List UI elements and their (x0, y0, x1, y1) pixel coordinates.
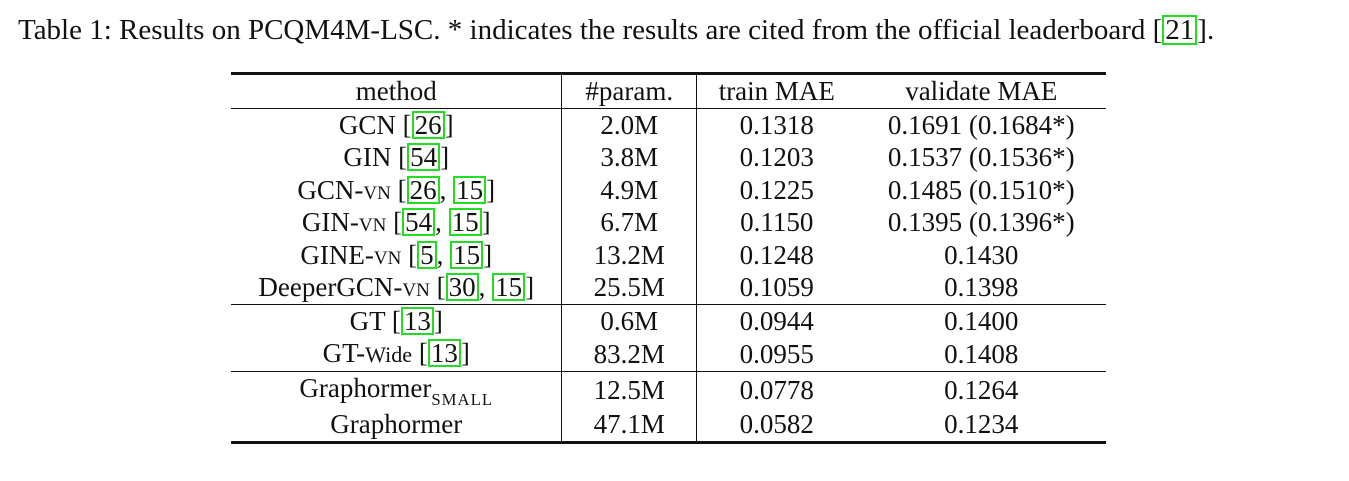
validate-mae-cell-best: 0.1234 (944, 409, 1019, 440)
validate-mae-cell: 0.1691 (0.1684*) (856, 107, 1106, 141)
header-param: #param. (561, 73, 698, 108)
train-mae-cell: 0.0778 (696, 371, 857, 408)
method-cell: GIN [54] (231, 141, 563, 174)
table-header-row: method #param. train MAE validate MAE (231, 73, 1106, 108)
method-cell: GINE-vn [5, 15] (231, 238, 563, 271)
table-row: GT-Wide [13] 83.2M 0.0955 0.1408 (231, 337, 1106, 372)
table-row: GIN-vn [54, 15] 6.7M 0.1150 0.1395 (0.13… (231, 206, 1106, 239)
train-mae-cell: 0.1248 (739, 239, 814, 270)
method-cell: GIN-vn [54, 15] (231, 206, 563, 239)
method-cell: DeeperGCN-vn [30, 15] (231, 271, 563, 304)
validate-mae-cell: 0.1537 (0.1536*) (887, 142, 1075, 173)
table-row: GT [13] 0.6M 0.0944 0.1400 (231, 303, 1106, 337)
citation-link[interactable]: 54 (407, 143, 441, 172)
table-row: GCN-vn [26, 15] 4.9M 0.1225 0.1485 (0.15… (231, 173, 1106, 206)
citation-link[interactable]: 15 (492, 273, 526, 302)
method-cell: GCN [26] (231, 107, 563, 141)
citation-link[interactable]: 54 (402, 208, 436, 237)
train-mae-cell: 0.0955 (739, 339, 814, 369)
table-row: GINE-vn [5, 15] 13.2M 0.1248 0.1430 (231, 238, 1106, 271)
validate-mae-cell: 0.1485 (0.1510*) (887, 174, 1075, 205)
caption-end: ]. (1197, 14, 1215, 46)
param-cell: 83.2M (561, 337, 698, 372)
citation-link[interactable]: 13 (400, 306, 434, 335)
results-table: method #param. train MAE validate MAE GC… (231, 72, 1106, 444)
train-mae-cell: 0.1225 (739, 174, 814, 205)
param-cell: 47.1M (561, 408, 698, 442)
citation-link[interactable]: 15 (450, 240, 484, 269)
header-method: method (231, 73, 563, 108)
citation-link[interactable]: 26 (406, 175, 440, 204)
method-cell: GT-Wide [13] (231, 337, 563, 372)
table-row: GraphormerSMALL 12.5M 0.0778 0.1264 (231, 371, 1106, 409)
validate-mae-cell: 0.1264 (856, 371, 1106, 408)
param-cell: 12.5M (561, 371, 698, 408)
param-cell: 2.0M (561, 107, 698, 141)
param-cell: 13.2M (561, 238, 698, 271)
citation-link[interactable]: 13 (427, 339, 461, 367)
citation-link[interactable]: 15 (453, 175, 487, 204)
caption-text: Table 1: Results on PCQM4M-LSC. * indica… (18, 14, 1163, 46)
train-mae-cell: 0.1203 (739, 142, 814, 173)
train-mae-cell: 0.1059 (739, 272, 814, 303)
table-row: GIN [54] 3.8M 0.1203 0.1537 (0.1536*) (231, 141, 1106, 174)
table-row: GCN [26] 2.0M 0.1318 0.1691 (0.1684*) (231, 107, 1106, 141)
table-caption: Table 1: Results on PCQM4M-LSC. * indica… (18, 8, 1214, 52)
validate-mae-cell: 0.1395 (0.1396*) (887, 207, 1075, 238)
validate-mae-cell: 0.1408 (944, 339, 1019, 369)
citation-link[interactable]: 30 (445, 273, 479, 302)
citation-link[interactable]: 21 (1162, 15, 1198, 45)
method-cell: Graphormer (231, 408, 563, 442)
citation-link[interactable]: 15 (448, 208, 482, 237)
table-row: DeeperGCN-vn [30, 15] 25.5M 0.1059 0.139… (231, 271, 1106, 304)
train-mae-cell: 0.1150 (740, 207, 814, 238)
param-cell: 25.5M (561, 271, 698, 304)
table-row: Graphormer 47.1M 0.0582 0.1234 (231, 408, 1106, 442)
validate-mae-cell: 0.1398 (944, 272, 1019, 303)
train-mae-cell-best: 0.0582 (739, 409, 814, 440)
method-cell: GCN-vn [26, 15] (231, 173, 563, 206)
train-mae-cell: 0.1318 (696, 107, 857, 141)
param-cell: 6.7M (561, 206, 698, 239)
method-cell: GT [13] (231, 303, 563, 337)
param-cell: 4.9M (561, 173, 698, 206)
train-mae-cell: 0.0944 (696, 303, 857, 337)
param-cell: 0.6M (561, 303, 698, 337)
validate-mae-cell: 0.1430 (944, 239, 1019, 270)
header-train-mae: train MAE (718, 76, 835, 107)
citation-link[interactable]: 5 (417, 240, 437, 269)
method-cell: GraphormerSMALL (231, 371, 563, 409)
citation-link[interactable]: 26 (411, 110, 445, 139)
param-cell: 3.8M (561, 141, 698, 174)
header-validate-mae: validate MAE (905, 76, 1058, 107)
validate-mae-cell: 0.1400 (856, 303, 1106, 337)
